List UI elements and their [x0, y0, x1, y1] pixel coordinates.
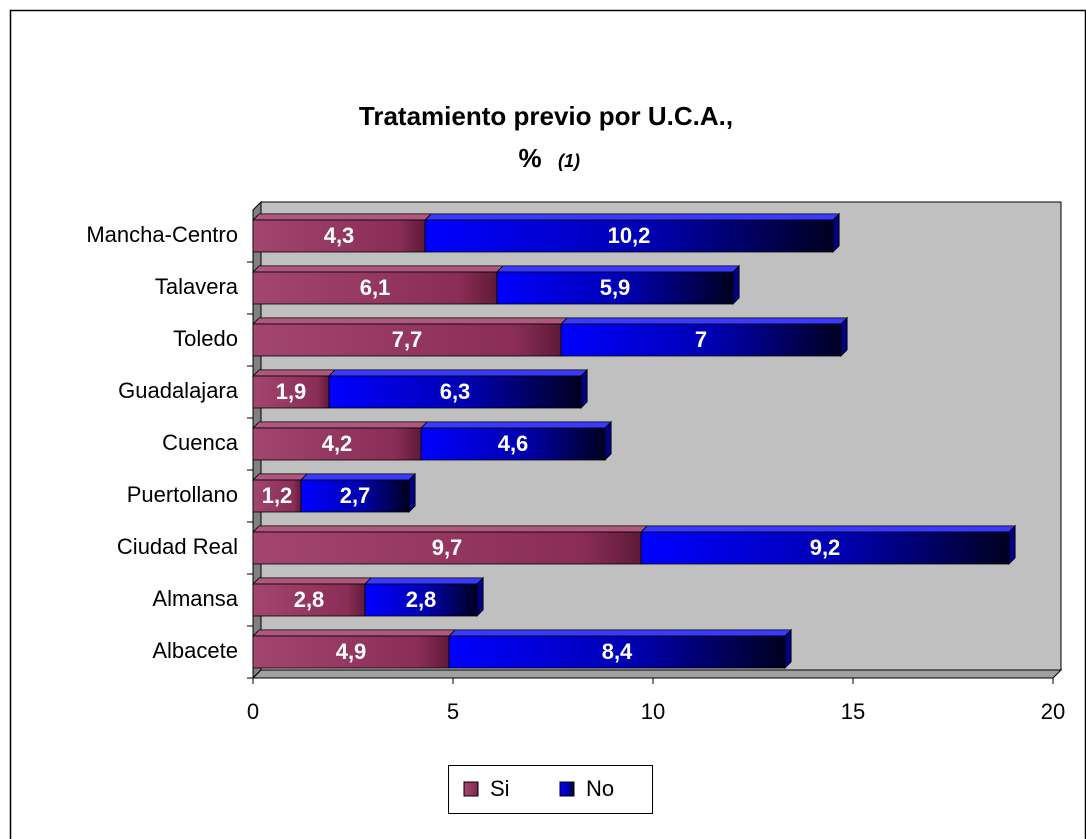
y-tick-label: Albacete: [152, 638, 238, 663]
x-tick-label: 5: [447, 699, 459, 724]
chart-note: (1): [558, 151, 580, 171]
bar-end: [784, 628, 792, 669]
bar-top: [252, 265, 505, 273]
value-label: 1,2: [262, 483, 293, 508]
value-label: 4,9: [336, 639, 367, 664]
y-tick-label: Cuenca: [162, 430, 239, 455]
value-label: 6,1: [360, 275, 391, 300]
bar-top: [448, 629, 793, 637]
y-tick-label: Talavera: [155, 274, 239, 299]
legend-label: Si: [490, 776, 510, 801]
y-tick-label: Puertollano: [127, 482, 238, 507]
bar: [252, 635, 450, 669]
bar: [252, 479, 302, 513]
y-tick-label: Toledo: [173, 326, 238, 351]
floor: [251, 669, 1063, 679]
value-label: 2,8: [294, 587, 325, 612]
bar: [560, 323, 842, 357]
bar: [252, 427, 422, 461]
bar-top: [560, 317, 849, 325]
bar: [300, 479, 410, 513]
bar-end: [840, 316, 848, 357]
value-label: 9,2: [810, 535, 841, 560]
bar: [252, 271, 498, 305]
bar: [328, 375, 582, 409]
bar-top: [640, 525, 1017, 533]
value-label: 7: [695, 327, 707, 352]
y-tick-label: Almansa: [152, 586, 238, 611]
bar-top: [252, 213, 433, 221]
y-tick-label: Mancha-Centro: [86, 222, 238, 247]
x-tick-label: 20: [1041, 699, 1065, 724]
bar-end: [832, 212, 840, 253]
bar-end: [1008, 524, 1016, 565]
bar-top: [424, 213, 841, 221]
value-label: 4,2: [322, 431, 353, 456]
bar-top: [252, 369, 337, 377]
legend-label: No: [586, 776, 614, 801]
bar-end: [604, 420, 612, 461]
legend-swatch: [463, 781, 479, 797]
bar-top: [252, 629, 457, 637]
bar-top: [252, 473, 309, 481]
bar-top: [252, 421, 429, 429]
bar-top: [328, 369, 589, 377]
bar-end: [732, 264, 740, 305]
bar-end: [408, 472, 416, 513]
bar-top: [364, 577, 485, 585]
value-label: 5,9: [600, 275, 631, 300]
value-label: 4,3: [324, 223, 355, 248]
bar: [252, 375, 330, 409]
value-label: 10,2: [608, 223, 651, 248]
legend-swatch: [559, 781, 575, 797]
bar-top: [496, 265, 741, 273]
bar-top: [252, 577, 373, 585]
value-label: 4,6: [498, 431, 529, 456]
value-label: 8,4: [602, 639, 633, 664]
bar: [252, 323, 562, 357]
y-tick-label: Guadalajara: [118, 378, 239, 403]
bar: [496, 271, 734, 305]
x-tick-label: 0: [247, 699, 259, 724]
bar: [424, 219, 834, 253]
bar-end: [580, 368, 588, 409]
bar-top: [252, 525, 649, 533]
bar: [252, 219, 426, 253]
bar: [640, 531, 1010, 565]
value-label: 6,3: [440, 379, 471, 404]
bar: [420, 427, 606, 461]
x-tick-label: 10: [641, 699, 665, 724]
bar-top: [300, 473, 417, 481]
chart-subtitle: %: [518, 143, 541, 173]
bar-top: [252, 317, 569, 325]
value-label: 9,7: [432, 535, 463, 560]
bar-top: [420, 421, 613, 429]
y-tick-label: Ciudad Real: [117, 534, 238, 559]
bar: [252, 531, 642, 565]
x-tick-label: 15: [841, 699, 865, 724]
value-label: 2,8: [406, 587, 437, 612]
chart-title: Tratamiento previo por U.C.A.,: [359, 101, 733, 131]
value-label: 2,7: [340, 483, 371, 508]
legend: [448, 765, 653, 814]
bar-end: [476, 576, 484, 617]
value-label: 7,7: [392, 327, 423, 352]
bar: [448, 635, 786, 669]
value-label: 1,9: [276, 379, 307, 404]
